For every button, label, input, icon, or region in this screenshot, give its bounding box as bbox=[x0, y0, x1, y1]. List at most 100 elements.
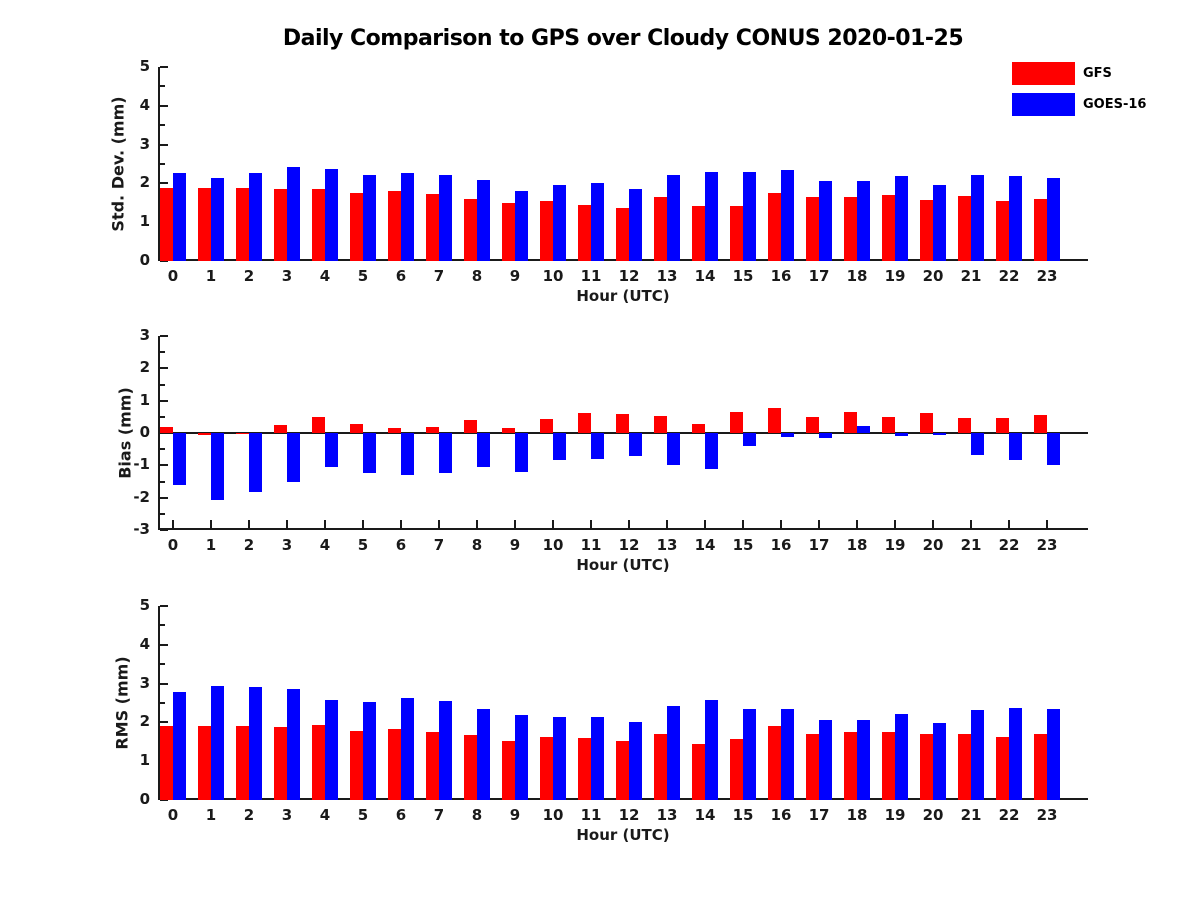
x-tick-label: 3 bbox=[281, 267, 293, 285]
x-tick-label: 4 bbox=[319, 536, 331, 554]
y-minor-tick bbox=[160, 383, 165, 386]
x-tick-label: 22 bbox=[998, 806, 1020, 824]
x-tick-label: 5 bbox=[357, 267, 369, 285]
bar-gfs-h13 bbox=[654, 415, 667, 433]
bar-gfs-h1 bbox=[198, 726, 211, 800]
bar-gfs-h6 bbox=[388, 427, 401, 433]
bar-goes-16-h7 bbox=[439, 175, 452, 261]
bar-goes-16-h1 bbox=[211, 685, 224, 800]
bar-gfs-h20 bbox=[920, 199, 933, 261]
x-tick-label: 7 bbox=[433, 536, 445, 554]
x-tick-label: 8 bbox=[471, 536, 483, 554]
y-minor-tick bbox=[160, 351, 165, 354]
x-tick-label: 20 bbox=[922, 536, 944, 554]
x-tick bbox=[362, 520, 364, 528]
y-minor-tick bbox=[160, 85, 165, 88]
x-tick-label: 18 bbox=[846, 267, 868, 285]
x-tick-label: 11 bbox=[580, 806, 602, 824]
bar-gfs-h22 bbox=[996, 736, 1009, 800]
x-tick bbox=[970, 520, 972, 528]
bar-gfs-h18 bbox=[844, 731, 857, 800]
x-tick bbox=[894, 520, 896, 528]
y-axis-line bbox=[158, 606, 160, 800]
x-tick bbox=[476, 520, 478, 528]
bar-gfs-h0 bbox=[160, 426, 173, 433]
y-tick-label: 0 bbox=[139, 790, 150, 808]
bar-goes-16-h6 bbox=[401, 173, 414, 261]
y-tick bbox=[160, 682, 168, 685]
bar-gfs-h9 bbox=[502, 427, 515, 433]
bar-gfs-h6 bbox=[388, 191, 401, 261]
bar-gfs-h13 bbox=[654, 197, 667, 261]
x-tick-label: 17 bbox=[808, 806, 830, 824]
bar-gfs-h10 bbox=[540, 737, 553, 800]
y-tick bbox=[160, 66, 168, 68]
x-tick bbox=[286, 520, 288, 528]
x-tick-label: 15 bbox=[732, 536, 754, 554]
bar-goes-16-h22 bbox=[1009, 175, 1022, 261]
x-tick bbox=[780, 520, 782, 528]
bar-goes-16-h2 bbox=[249, 173, 262, 261]
bar-goes-16-h16 bbox=[781, 433, 794, 437]
bar-gfs-h22 bbox=[996, 200, 1009, 261]
x-tick-label: 8 bbox=[471, 806, 483, 824]
bar-gfs-h16 bbox=[768, 407, 781, 433]
bar-gfs-h8 bbox=[464, 420, 477, 433]
bar-gfs-h4 bbox=[312, 189, 325, 261]
y-tick-label: 4 bbox=[139, 634, 150, 653]
bar-goes-16-h15 bbox=[743, 709, 756, 800]
x-tick-label: 22 bbox=[998, 267, 1020, 285]
bar-gfs-h17 bbox=[806, 734, 819, 800]
y-tick-label: 5 bbox=[139, 596, 150, 614]
gfs-color-swatch bbox=[1012, 62, 1075, 85]
y-tick bbox=[160, 104, 168, 107]
bar-goes-16-h8 bbox=[477, 708, 490, 800]
bar-goes-16-h3 bbox=[287, 689, 300, 800]
legend-item-goes16: GOES-16 bbox=[1012, 93, 1146, 116]
x-tick-label: 19 bbox=[884, 806, 906, 824]
bar-gfs-h17 bbox=[806, 197, 819, 261]
y-tick-label: -2 bbox=[133, 487, 150, 506]
bar-gfs-h15 bbox=[730, 205, 743, 261]
bar-gfs-h3 bbox=[274, 727, 287, 800]
x-tick-label: 10 bbox=[542, 267, 564, 285]
x-tick-label: 13 bbox=[656, 806, 678, 824]
x-tick-label: 9 bbox=[509, 536, 521, 554]
y-tick-label: 0 bbox=[139, 251, 150, 269]
x-tick-label: 9 bbox=[509, 267, 521, 285]
bar-goes-16-h14 bbox=[705, 171, 718, 261]
bar-gfs-h3 bbox=[274, 189, 287, 261]
x-tick bbox=[1046, 520, 1048, 528]
y-tick-label: -1 bbox=[133, 455, 150, 474]
y-tick bbox=[160, 496, 168, 499]
y-tick bbox=[160, 143, 168, 146]
y-tick bbox=[160, 529, 168, 531]
bar-goes-16-h23 bbox=[1047, 178, 1060, 261]
y-minor-tick bbox=[160, 448, 165, 451]
bar-goes-16-h11 bbox=[591, 183, 604, 261]
x-tick-label: 22 bbox=[998, 536, 1020, 554]
y-tick bbox=[160, 182, 168, 185]
x-tick-label: 17 bbox=[808, 536, 830, 554]
bar-goes-16-h15 bbox=[743, 433, 756, 446]
x-tick-label: 20 bbox=[922, 267, 944, 285]
y-tick-label: 2 bbox=[139, 712, 150, 731]
y-tick bbox=[160, 335, 168, 337]
bar-goes-16-h9 bbox=[515, 715, 528, 800]
bar-goes-16-h13 bbox=[667, 706, 680, 800]
x-tick-label: 14 bbox=[694, 267, 716, 285]
legend-item-gfs: GFS bbox=[1012, 62, 1146, 85]
bar-goes-16-h4 bbox=[325, 169, 338, 261]
bar-goes-16-h22 bbox=[1009, 433, 1022, 461]
x-tick bbox=[172, 520, 174, 528]
bar-gfs-h20 bbox=[920, 412, 933, 433]
bar-goes-16-h11 bbox=[591, 433, 604, 459]
bar-gfs-h14 bbox=[692, 423, 705, 433]
y-tick-label: 0 bbox=[139, 423, 150, 441]
x-tick-label: 17 bbox=[808, 267, 830, 285]
bar-goes-16-h13 bbox=[667, 175, 680, 261]
x-tick-label: 18 bbox=[846, 806, 868, 824]
bar-goes-16-h5 bbox=[363, 174, 376, 261]
bar-gfs-h22 bbox=[996, 418, 1009, 433]
